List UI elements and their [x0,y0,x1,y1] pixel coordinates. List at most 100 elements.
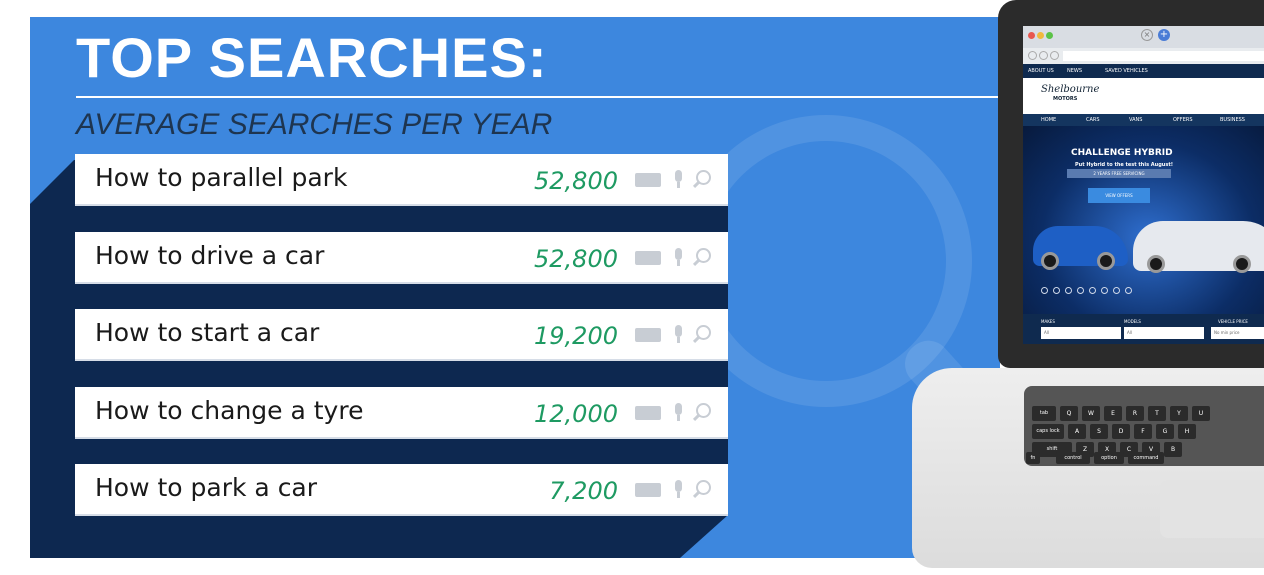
hero-heading: CHALLENGE HYBRID [1071,148,1173,158]
search-row[interactable]: How to change a tyre 12,000 [75,387,728,439]
models-label: MODELS [1124,319,1141,324]
key: H [1178,424,1196,439]
carousel-dot[interactable] [1101,287,1108,294]
search-icon [692,170,712,190]
nav-business[interactable]: BUSINESS [1220,117,1245,123]
forward-icon[interactable] [1039,51,1048,60]
microphone-icon [672,480,684,500]
wheel [1233,255,1251,273]
key: W [1082,406,1100,421]
back-icon[interactable] [1028,51,1037,60]
address-bar [1023,48,1264,64]
key: F [1134,424,1152,439]
close-tab-icon[interactable]: × [1141,29,1153,41]
key: E [1104,406,1122,421]
page-subtitle: AVERAGE SEARCHES PER YEAR [76,108,553,141]
key: T [1148,406,1166,421]
key: B [1164,442,1182,457]
site-logo[interactable]: Shelbourne [1041,84,1100,95]
makes-label: MAKES [1041,319,1055,324]
keyboard-icon [635,328,661,342]
carousel-dot[interactable] [1041,287,1048,294]
page-title: TOP SEARCHES: [76,26,548,89]
key: R [1126,406,1144,421]
nav-home[interactable]: HOME [1041,117,1057,123]
carousel-dot[interactable] [1053,287,1060,294]
trackpad [1160,480,1264,538]
price-select[interactable]: No min price [1211,327,1264,339]
search-query: How to change a tyre [95,396,364,425]
wheel [1147,255,1165,273]
carousel-dot[interactable] [1065,287,1072,294]
blue-car-image [1033,226,1128,270]
keyboard-icon [635,406,661,420]
top-link-news[interactable]: NEWS [1067,68,1083,74]
search-count: 19,200 [534,322,618,350]
search-icon [692,325,712,345]
wheel [1041,252,1059,270]
carousel-dot[interactable] [1089,287,1096,294]
site-logo-sub: MOTORS [1053,96,1078,102]
title-divider [76,96,1000,98]
makes-select[interactable]: All [1041,327,1121,339]
price-label: VEHICLE PRICE [1218,319,1248,324]
vehicle-search-filter: MAKES MODELS VEHICLE PRICE All All No mi… [1023,314,1264,344]
url-field[interactable] [1063,51,1264,61]
search-row[interactable]: How to park a car 7,200 [75,464,728,516]
microphone-icon [672,403,684,423]
key: Q [1060,406,1078,421]
key: S [1090,424,1108,439]
microphone-icon [672,325,684,345]
close-dot-icon [1028,32,1035,39]
top-link-about[interactable]: ABOUT US [1028,68,1054,74]
minimize-dot-icon [1037,32,1044,39]
carousel-dot[interactable] [1077,287,1084,294]
hero-tagline: Put Hybrid to the test this August! [1075,162,1174,168]
keyboard-icon [635,251,661,265]
site-top-bar: ABOUT US NEWS SAVED VEHICLES [1023,64,1264,78]
laptop-screen: × + ABOUT US NEWS SAVED VEHICLES Shelbou… [1023,26,1264,344]
wheel [1097,252,1115,270]
search-query: How to drive a car [95,241,325,270]
carousel-dot[interactable] [1113,287,1120,294]
reload-icon[interactable] [1050,51,1059,60]
search-query: How to parallel park [95,163,348,192]
hero-badge: 2 YEARS FREE SERVICING [1067,169,1171,178]
laptop-keyboard: tab Q W E R T Y U caps lock A S D F G H … [1024,386,1264,466]
key: A [1068,424,1086,439]
new-tab-icon[interactable]: + [1158,29,1170,41]
white-suv-image [1133,221,1264,273]
band-corner [30,154,80,204]
key-tab: tab [1032,406,1056,421]
key-command: command [1128,452,1164,464]
search-count: 52,800 [534,245,618,273]
search-query: How to start a car [95,318,320,347]
hero-banner: CHALLENGE HYBRID Put Hybrid to the test … [1023,126,1264,314]
nav-vans[interactable]: VANS [1129,117,1143,123]
carousel-dot[interactable] [1125,287,1132,294]
maximize-dot-icon [1046,32,1053,39]
search-row[interactable]: How to parallel park 52,800 [75,154,728,206]
search-icon [692,480,712,500]
search-row[interactable]: How to drive a car 52,800 [75,232,728,284]
top-link-saved[interactable]: SAVED VEHICLES [1105,68,1148,74]
search-query: How to park a car [95,473,318,502]
site-header: Shelbourne MOTORS [1023,78,1264,114]
microphone-icon [672,170,684,190]
browser-tabbar: × + [1023,26,1264,48]
key-option: option [1094,452,1124,464]
microphone-icon [672,248,684,268]
site-nav: HOME CARS VANS OFFERS BUSINESS [1023,114,1264,126]
key: U [1192,406,1210,421]
search-icon [692,403,712,423]
view-offers-button[interactable]: VIEW OFFERS [1088,188,1150,203]
models-select[interactable]: All [1124,327,1204,339]
search-count: 12,000 [534,400,618,428]
nav-cars[interactable]: CARS [1086,117,1100,123]
key: D [1112,424,1130,439]
nav-offers[interactable]: OFFERS [1173,117,1193,123]
search-count: 52,800 [534,167,618,195]
key-caps-lock: caps lock [1032,424,1064,439]
search-row[interactable]: How to start a car 19,200 [75,309,728,361]
key: Y [1170,406,1188,421]
